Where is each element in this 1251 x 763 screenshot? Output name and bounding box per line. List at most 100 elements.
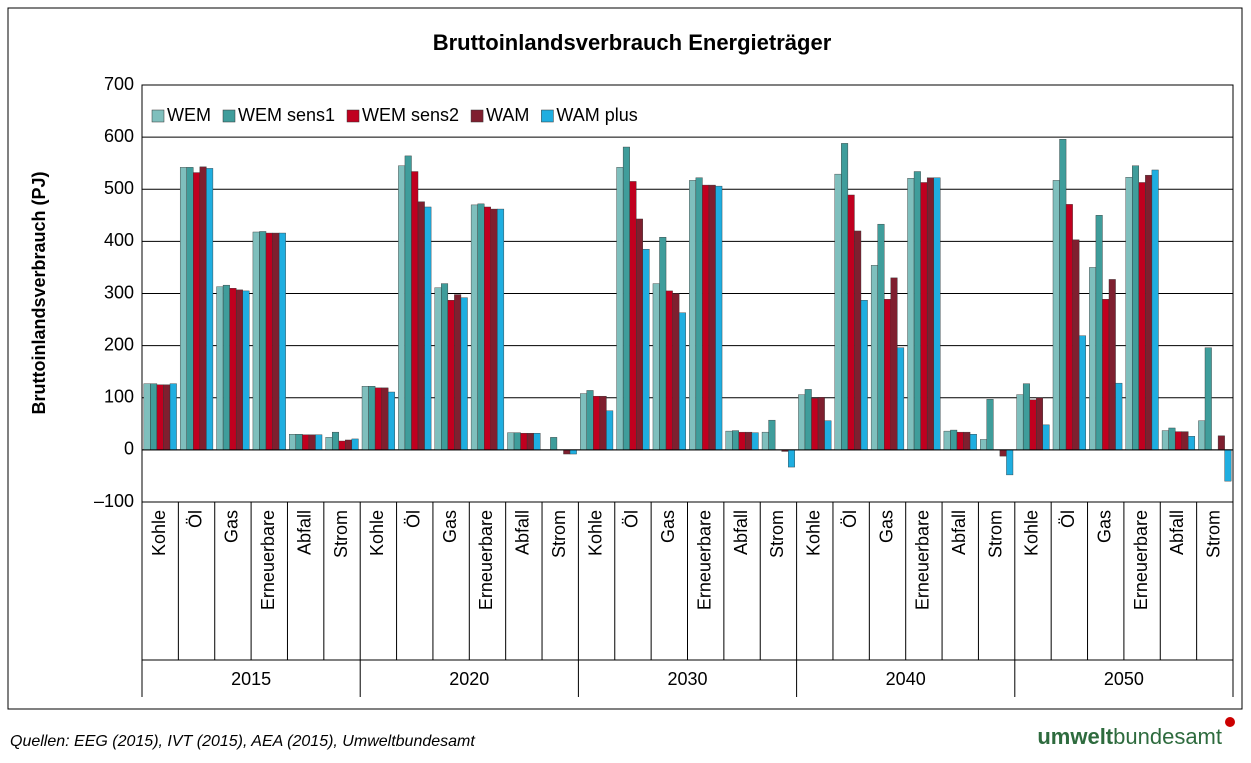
bar	[460, 297, 468, 451]
bar	[513, 432, 521, 451]
bar	[1095, 215, 1103, 451]
group-label: 2030	[667, 669, 707, 689]
bar	[593, 395, 601, 451]
bar	[216, 286, 224, 451]
bar	[798, 394, 806, 451]
bar	[943, 430, 951, 451]
chart-title: Bruttoinlandsverbrauch Energieträger	[433, 30, 832, 55]
x-tick-label: Gas	[876, 510, 896, 543]
bar	[1016, 394, 1024, 451]
y-tick-label: 500	[104, 178, 134, 198]
y-tick-label: 400	[104, 230, 134, 250]
group-label: 2015	[231, 669, 271, 689]
group-label: 2040	[886, 669, 926, 689]
bar	[272, 232, 280, 451]
bar	[169, 383, 177, 451]
bar	[1102, 299, 1110, 451]
bar	[715, 185, 723, 451]
bar	[1078, 335, 1086, 451]
bar	[1022, 383, 1030, 451]
legend-swatch	[222, 109, 236, 123]
x-tick-label: Abfall	[1167, 510, 1187, 555]
bar	[331, 431, 339, 451]
bar	[1065, 204, 1073, 451]
bar	[1217, 435, 1225, 451]
bar	[745, 431, 753, 451]
bar	[616, 167, 624, 451]
bar	[417, 201, 425, 451]
group-label: 2050	[1104, 669, 1144, 689]
legend-swatch	[346, 109, 360, 123]
bar	[788, 449, 795, 468]
bar	[586, 390, 594, 451]
bar	[325, 437, 333, 451]
bar	[1174, 431, 1182, 451]
bar	[388, 391, 395, 451]
bar	[980, 439, 987, 451]
bar	[490, 208, 498, 451]
bar	[1115, 382, 1123, 451]
bar	[308, 434, 316, 451]
bar	[526, 432, 534, 451]
bar	[252, 231, 260, 451]
x-tick-label: Öl	[622, 510, 642, 528]
bar	[913, 171, 921, 451]
bar	[265, 232, 273, 451]
bar	[1006, 449, 1014, 476]
bar	[678, 312, 686, 451]
x-tick-label: Erneuerbare	[258, 510, 278, 610]
bar	[454, 294, 462, 451]
x-tick-label: Kohle	[585, 510, 605, 556]
y-tick-label: 200	[104, 334, 134, 354]
logo: umweltbundesamt	[1037, 724, 1222, 749]
bar	[289, 434, 297, 451]
y-tick-label: 700	[104, 74, 134, 94]
bar	[761, 431, 769, 451]
bar	[497, 208, 505, 451]
bar	[1059, 139, 1067, 451]
bar	[434, 287, 442, 451]
bar	[484, 206, 491, 451]
bar	[606, 410, 614, 451]
bar	[1161, 430, 1169, 451]
bar	[920, 182, 928, 451]
bar	[1036, 397, 1044, 451]
bar	[1181, 431, 1189, 451]
bar	[374, 387, 382, 451]
bar	[1145, 174, 1153, 451]
bar	[507, 432, 515, 451]
bar	[477, 203, 485, 451]
bar	[186, 167, 194, 451]
bar	[345, 439, 353, 451]
bar	[963, 431, 971, 451]
bar	[884, 299, 891, 451]
legend-label: WEM sens1	[238, 105, 335, 125]
x-tick-label: Strom	[985, 510, 1005, 558]
bar	[351, 438, 359, 451]
bar	[629, 181, 637, 451]
bar	[411, 171, 419, 451]
bar	[278, 232, 286, 451]
bar	[199, 166, 207, 451]
y-tick-label: 600	[104, 126, 134, 146]
bar	[150, 383, 158, 451]
legend-swatch	[541, 109, 554, 123]
legend-label: WEM sens2	[362, 105, 459, 125]
bar	[441, 283, 449, 451]
bar	[1029, 399, 1037, 451]
x-tick-label: Abfall	[294, 510, 314, 555]
bar	[424, 206, 432, 451]
bar	[768, 419, 776, 451]
bar	[470, 204, 478, 451]
bar	[179, 167, 187, 451]
source-note: Quellen: EEG (2015), IVT (2015), AEA (20…	[10, 733, 475, 750]
x-tick-label: Strom	[331, 510, 351, 558]
bar	[381, 387, 389, 451]
bar	[1168, 427, 1176, 451]
bar	[708, 184, 716, 451]
x-tick-label: Öl	[840, 510, 860, 528]
bar	[1138, 182, 1146, 451]
bar	[933, 177, 941, 451]
chart-frame	[7, 7, 1243, 710]
bar	[315, 434, 323, 451]
